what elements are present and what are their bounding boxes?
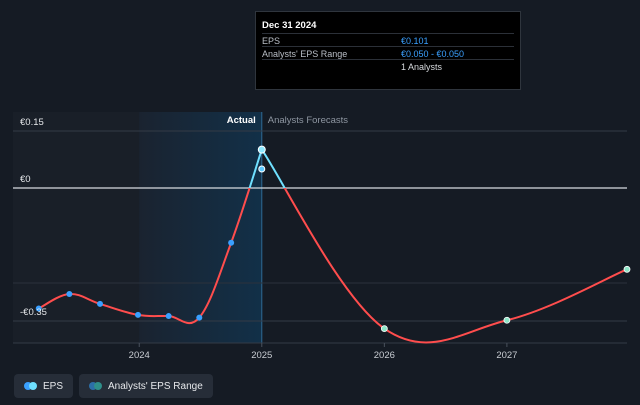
actual-label: Actual bbox=[227, 115, 256, 126]
tooltip-range-value: €0.050 - €0.050 bbox=[401, 49, 465, 59]
y-tick-label-1: €0 bbox=[20, 174, 31, 185]
eps-point-2 bbox=[97, 300, 104, 307]
forecast-label: Analysts Forecasts bbox=[268, 115, 348, 126]
eps-point-7 bbox=[257, 145, 266, 154]
eps-legend-icon bbox=[24, 382, 37, 390]
eps-forecast-line-below bbox=[283, 188, 628, 344]
x-tick-label-2: 2026 bbox=[374, 350, 395, 361]
actual-period-band bbox=[139, 112, 262, 343]
eps-forecast-line-above bbox=[260, 149, 286, 188]
tooltip-row-range: Analysts' EPS Range €0.050 - €0.050 bbox=[262, 46, 514, 60]
label-layer: €0.15 €0 -€0.35 2024 2025 2026 2027 Actual Analy… bbox=[20, 115, 517, 361]
tooltip-eps-value: €0.101 bbox=[401, 36, 429, 46]
grid-layer bbox=[13, 130, 627, 347]
legend-range-label: Analysts' EPS Range bbox=[108, 380, 203, 392]
y-tick-label-2: -€0.35 bbox=[20, 307, 47, 318]
legend-eps-button[interactable]: EPS bbox=[14, 374, 74, 398]
hover-tooltip: Dec 31 2024 EPS €0.101 Analysts' EPS Ran… bbox=[255, 11, 521, 90]
eps-point-1 bbox=[66, 291, 73, 298]
range-legend-icon bbox=[89, 382, 103, 390]
eps-point-5 bbox=[196, 314, 203, 321]
tooltip-date: Dec 31 2024 bbox=[262, 20, 317, 31]
x-tick-label-3: 2027 bbox=[496, 350, 517, 361]
forecast-point-1 bbox=[503, 316, 511, 324]
forecast-point-2 bbox=[623, 265, 631, 273]
tooltip-eps-label: EPS bbox=[262, 36, 281, 46]
legend-range-button[interactable]: Analysts' EPS Range bbox=[79, 374, 213, 398]
marker-layer bbox=[35, 145, 631, 333]
tooltip-row-analysts: 1 Analysts bbox=[262, 59, 514, 73]
actual-band-layer bbox=[13, 112, 263, 343]
x-tick-label-0: 2024 bbox=[129, 350, 150, 361]
range-point-0 bbox=[258, 165, 266, 173]
eps-point-0 bbox=[35, 305, 42, 312]
eps-point-6 bbox=[228, 239, 235, 246]
legend-eps-label: EPS bbox=[43, 380, 64, 392]
tooltip-row-eps: EPS €0.101 bbox=[262, 33, 514, 47]
tooltip-range-label: Analysts' EPS Range bbox=[262, 49, 348, 59]
x-tick-label-1: 2025 bbox=[251, 350, 272, 361]
eps-point-4 bbox=[165, 313, 172, 320]
tooltip-analysts-value: 1 Analysts bbox=[401, 62, 443, 72]
legend: EPS Analysts' EPS Range bbox=[14, 374, 213, 398]
forecast-point-0 bbox=[380, 325, 388, 333]
pre-band-shade bbox=[13, 112, 140, 343]
eps-point-3 bbox=[135, 311, 142, 318]
y-tick-label-0: €0.15 bbox=[20, 117, 44, 128]
